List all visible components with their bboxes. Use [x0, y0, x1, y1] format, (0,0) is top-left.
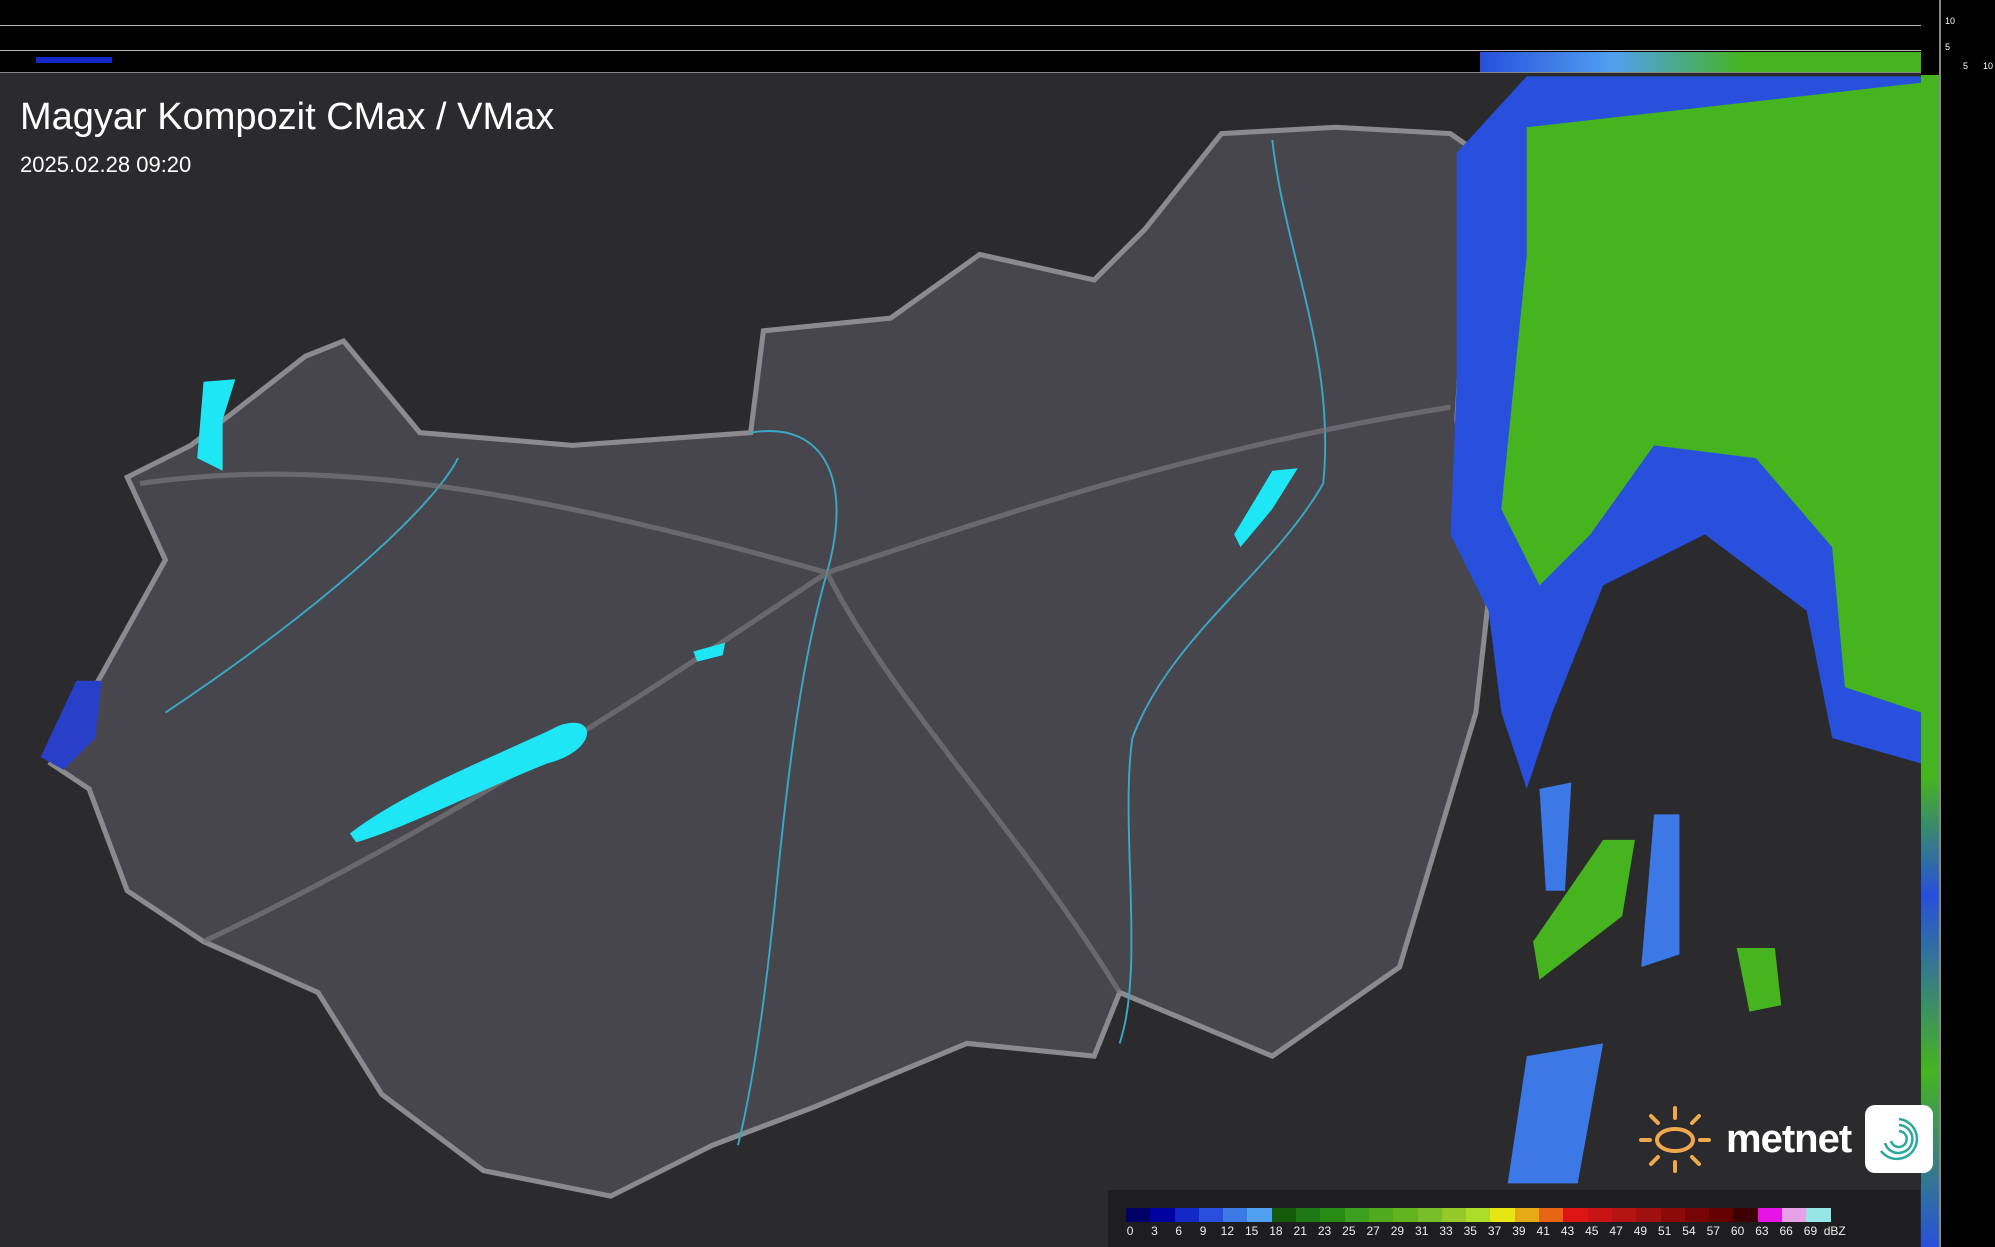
- legend-label: 6: [1175, 1224, 1183, 1238]
- legend-swatch: [1126, 1208, 1151, 1222]
- profile-axis-vertical: [1939, 0, 1941, 1247]
- legend-label: 29: [1390, 1224, 1405, 1238]
- legend-swatch: [1441, 1208, 1467, 1222]
- legend-label: 60: [1730, 1224, 1745, 1238]
- river-tisza: [1118, 139, 1327, 1044]
- legend-swatch: [1587, 1208, 1612, 1222]
- legend-label: 45: [1585, 1224, 1599, 1238]
- legend-swatch: [1636, 1208, 1661, 1222]
- legend-swatch: [1368, 1208, 1394, 1222]
- lake-tisza: [1234, 468, 1298, 548]
- legend-swatch: [1247, 1208, 1272, 1222]
- legend-label: 9: [1199, 1224, 1207, 1238]
- legend-label: 18: [1269, 1224, 1283, 1238]
- legend-label: 12: [1220, 1224, 1235, 1238]
- legend-label: 69: [1803, 1224, 1818, 1238]
- legend-swatch: [1466, 1208, 1491, 1222]
- logo-text: metnet: [1726, 1116, 1852, 1161]
- legend-swatch: [1320, 1208, 1345, 1222]
- tick-label: 5: [1963, 61, 1969, 71]
- legend-label: 0: [1126, 1224, 1134, 1238]
- legend-swatch: [1271, 1208, 1297, 1222]
- horizontal-profile-strip: [0, 0, 1995, 73]
- legend-swatch: [1757, 1208, 1783, 1222]
- profile-echo-east: [1480, 52, 1921, 73]
- legend-label: 27: [1366, 1224, 1380, 1238]
- legend-unit: dBZ: [1823, 1224, 1846, 1238]
- tick-label: 5: [1945, 42, 1951, 52]
- legend-label: 51: [1658, 1224, 1672, 1238]
- legend-label: 31: [1415, 1224, 1429, 1238]
- legend-swatch: [1393, 1208, 1418, 1222]
- tick-label: 10: [1945, 16, 1956, 26]
- legend-label: 54: [1682, 1224, 1696, 1238]
- legend-swatch: [1563, 1208, 1588, 1222]
- lake-neusiedl: [197, 379, 236, 471]
- vertical-profile-strip: 10 5 5 10: [1921, 0, 1995, 1247]
- legend-label: 39: [1512, 1224, 1526, 1238]
- profile-echo-vertical: [1921, 75, 1939, 1247]
- legend-label: 47: [1609, 1224, 1623, 1238]
- legend-label: 41: [1536, 1224, 1550, 1238]
- swirl-icon: [1880, 1117, 1919, 1161]
- tick-label: 10: [1983, 61, 1994, 71]
- page-title: Magyar Kompozit CMax / VMax: [20, 96, 555, 138]
- legend-swatch: [1296, 1208, 1321, 1222]
- legend-color-bar: [1126, 1208, 1831, 1222]
- legend-label: 3: [1151, 1224, 1158, 1238]
- radar-echo-east: [1450, 76, 1922, 1184]
- river-raba: [164, 457, 459, 714]
- legend-swatch: [1174, 1208, 1199, 1222]
- legend-swatch: [1344, 1208, 1369, 1222]
- lake-velence: [693, 642, 726, 662]
- legend-label: 21: [1293, 1224, 1307, 1238]
- legend-label: 49: [1633, 1224, 1648, 1238]
- legend-swatch: [1684, 1208, 1710, 1222]
- lake-balaton: [349, 722, 588, 843]
- legend-label: 66: [1779, 1224, 1793, 1238]
- legend-swatch: [1198, 1208, 1224, 1222]
- sun-icon: [1639, 1106, 1711, 1173]
- metnet-logo: metnet: [1638, 1104, 1934, 1174]
- legend-labels: 0 3 6 9 12 15 18 21 23 25 27 29 31 33 35 37 39 41 43 45 47 49…: [1118, 1224, 1847, 1238]
- legend-label: 35: [1463, 1224, 1477, 1238]
- legend-swatch: [1539, 1208, 1564, 1222]
- legend-swatch: [1806, 1208, 1831, 1222]
- legend-label: 63: [1755, 1224, 1769, 1238]
- legend-label: 57: [1706, 1224, 1720, 1238]
- legend-swatch: [1223, 1208, 1248, 1222]
- lakes: [197, 379, 1298, 843]
- dbz-color-legend: 0 3 6 9 12 15 18 21 23 25 27 29 31 33 35 37 39 41 43 45 47 49…: [1108, 1190, 1920, 1247]
- profile-echo-west: [36, 57, 112, 63]
- profile-gridline: [0, 50, 1921, 51]
- legend-swatch: [1490, 1208, 1515, 1222]
- legend-label: 15: [1244, 1224, 1259, 1238]
- legend-label: 43: [1560, 1224, 1575, 1238]
- profile-gridline: [0, 25, 1921, 26]
- hungary-country-area: [47, 124, 1518, 1199]
- timestamp: 2025.02.28 09:20: [20, 152, 192, 177]
- legend-swatch: [1733, 1208, 1758, 1222]
- legend-swatch: [1709, 1208, 1734, 1222]
- profile-baseline: [0, 72, 1995, 73]
- radar-echo-west: [40, 680, 102, 770]
- app-icon: [1865, 1105, 1934, 1173]
- legend-swatch: [1514, 1208, 1540, 1222]
- legend-label: 25: [1342, 1224, 1356, 1238]
- legend-label: 23: [1317, 1224, 1332, 1238]
- legend-label: 33: [1439, 1224, 1453, 1238]
- legend-swatch: [1611, 1208, 1637, 1222]
- legend-swatch: [1417, 1208, 1442, 1222]
- legend-swatch: [1150, 1208, 1175, 1222]
- legend-label: 37: [1487, 1224, 1502, 1238]
- legend-swatch: [1660, 1208, 1685, 1222]
- river-danube: [737, 430, 838, 1146]
- rivers: [164, 139, 1327, 1146]
- legend-swatch: [1782, 1208, 1807, 1222]
